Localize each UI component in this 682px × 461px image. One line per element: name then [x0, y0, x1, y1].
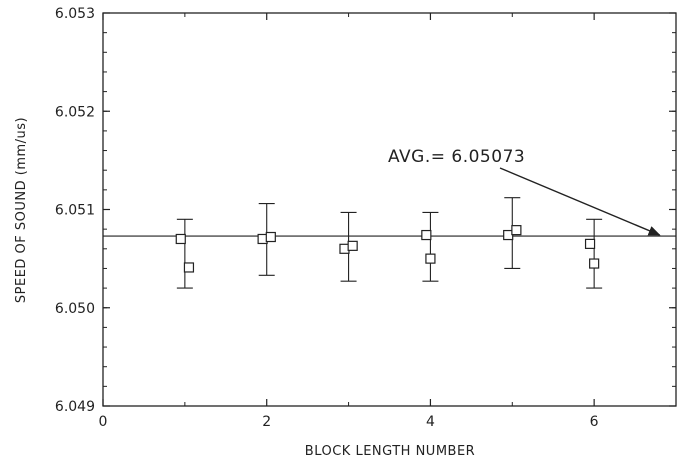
x-tick-label: 2	[262, 414, 271, 430]
average-annotation: AVG.= 6.05073	[388, 147, 525, 167]
data-point	[265, 231, 276, 243]
data-points	[175, 225, 600, 273]
tick-marks	[102, 12, 676, 407]
y-tick-label: 6.050	[55, 301, 95, 317]
data-point	[175, 233, 186, 245]
annotation-arrow	[499, 167, 661, 236]
error-bars	[176, 197, 603, 289]
y-tick-label: 6.052	[55, 104, 95, 120]
data-point	[584, 238, 596, 249]
plot-frame	[102, 12, 677, 407]
data-point	[425, 253, 436, 264]
data-point	[589, 258, 600, 269]
x-tick-label: 6	[590, 414, 599, 430]
data-point	[183, 262, 195, 273]
y-tick-label: 6.049	[55, 399, 95, 415]
x-tick-label: 4	[426, 414, 435, 430]
y-tick-label: 6.053	[55, 6, 95, 22]
data-point	[511, 225, 522, 236]
data-point	[347, 240, 358, 251]
axes	[102, 12, 677, 407]
y-axis-title: SPEED OF SOUND (mm/us)	[14, 117, 29, 303]
data-point	[421, 229, 432, 241]
y-tick-label: 6.051	[55, 203, 95, 219]
x-tick-labels: 0 2 4 6	[99, 414, 599, 430]
x-axis-title: BLOCK LENGTH NUMBER	[305, 444, 475, 459]
x-tick-label: 0	[99, 414, 108, 430]
y-tick-labels: 6.049 6.050 6.051 6.052 6.053	[55, 6, 95, 415]
